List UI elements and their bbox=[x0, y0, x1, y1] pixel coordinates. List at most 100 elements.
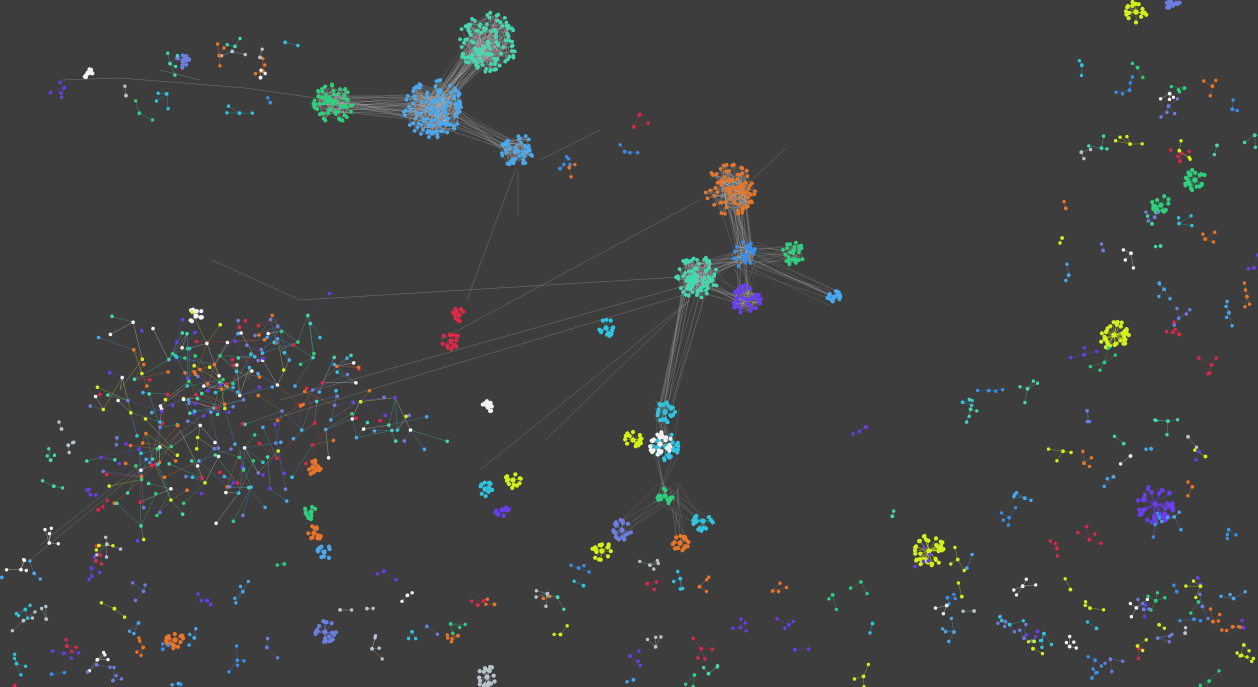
small-node[interactable] bbox=[1121, 248, 1126, 252]
small-node[interactable] bbox=[1155, 511, 1160, 516]
node-c-yellow-right[interactable] bbox=[1121, 341, 1126, 346]
tree-node[interactable] bbox=[231, 363, 236, 367]
node-c-yellow-right[interactable] bbox=[1103, 337, 1108, 342]
tree-node[interactable] bbox=[151, 326, 155, 331]
node-c-yellow-right[interactable] bbox=[1118, 338, 1123, 343]
tree-node[interactable] bbox=[275, 418, 280, 423]
node-c-lightblue-star[interactable] bbox=[830, 299, 835, 304]
tree-node[interactable] bbox=[181, 397, 186, 402]
tree-node[interactable] bbox=[313, 421, 317, 426]
small-node[interactable] bbox=[1153, 522, 1158, 527]
node-c-orange-lower[interactable] bbox=[670, 542, 675, 547]
node-c-teal-top[interactable] bbox=[506, 34, 511, 39]
hub-c-orange-lower[interactable] bbox=[677, 540, 683, 546]
small-node[interactable] bbox=[1206, 616, 1210, 621]
node-c-blue-center[interactable] bbox=[438, 78, 443, 82]
hub-c-green-lower[interactable] bbox=[662, 493, 668, 499]
node-c-green-left[interactable] bbox=[323, 84, 328, 89]
node-c-teal-mid[interactable] bbox=[705, 291, 709, 296]
node-c-green-right2[interactable] bbox=[1166, 197, 1171, 202]
small-node[interactable] bbox=[1086, 655, 1090, 659]
hub-c-lightblue-star[interactable] bbox=[831, 294, 837, 300]
node-c-blue-center[interactable] bbox=[434, 79, 439, 83]
tree-node[interactable] bbox=[124, 442, 128, 446]
node-c-teal-top[interactable] bbox=[480, 63, 485, 67]
small-node[interactable] bbox=[1094, 349, 1099, 354]
tree-node[interactable] bbox=[222, 474, 227, 479]
tree-node[interactable] bbox=[365, 420, 370, 425]
tree-node[interactable] bbox=[107, 484, 111, 488]
tree-node[interactable] bbox=[166, 370, 170, 374]
node-c-orange-bottom[interactable] bbox=[166, 636, 172, 641]
node-c-blue-center[interactable] bbox=[448, 83, 452, 88]
node-c-yellow-right[interactable] bbox=[1115, 319, 1120, 325]
node-c-yellow-bottom[interactable] bbox=[937, 548, 942, 553]
node-c-blue-small[interactable] bbox=[527, 137, 531, 142]
small-node[interactable] bbox=[1069, 355, 1073, 360]
node-c-blue-center[interactable] bbox=[425, 94, 430, 99]
tree-node[interactable] bbox=[235, 390, 240, 394]
tree-node[interactable] bbox=[236, 318, 240, 323]
tree-node[interactable] bbox=[215, 412, 220, 417]
node-c-orange[interactable] bbox=[733, 192, 738, 196]
node-c-orange[interactable] bbox=[740, 166, 745, 171]
node-c-blue-center[interactable] bbox=[429, 119, 433, 123]
tree-node[interactable] bbox=[207, 365, 212, 370]
tree-node[interactable] bbox=[408, 428, 413, 432]
small-node[interactable] bbox=[1219, 594, 1223, 598]
node-c-teal-mid[interactable] bbox=[692, 280, 697, 285]
hub-c-green-right2[interactable] bbox=[1158, 202, 1164, 208]
small-node[interactable] bbox=[1186, 434, 1190, 439]
tree-node[interactable] bbox=[194, 393, 198, 397]
node-c-teal-top[interactable] bbox=[494, 13, 499, 18]
small-node[interactable] bbox=[1243, 305, 1247, 309]
tree-node[interactable] bbox=[150, 410, 154, 415]
small-node[interactable] bbox=[1082, 352, 1086, 357]
tree-node[interactable] bbox=[104, 472, 109, 477]
tree-node[interactable] bbox=[354, 435, 359, 440]
node-c-red-left2[interactable] bbox=[457, 318, 462, 324]
node-c-teal-top[interactable] bbox=[464, 60, 468, 64]
node-c-purple-lower[interactable] bbox=[496, 512, 501, 517]
tree-node[interactable] bbox=[163, 397, 168, 402]
node-c-teal-top[interactable] bbox=[503, 16, 507, 20]
node-c-blue-center[interactable] bbox=[435, 132, 440, 137]
tree-node[interactable] bbox=[190, 310, 194, 314]
tree-node[interactable] bbox=[205, 341, 209, 346]
node-c-yellow-lower[interactable] bbox=[623, 437, 628, 442]
node-c-blue-center[interactable] bbox=[424, 116, 429, 121]
node-c-yellow-right[interactable] bbox=[1105, 341, 1110, 346]
small-node[interactable] bbox=[1158, 97, 1163, 101]
node-c-green-mid[interactable] bbox=[792, 244, 797, 249]
tree-node[interactable] bbox=[243, 318, 248, 323]
node-c-blue-center[interactable] bbox=[427, 135, 431, 139]
node-c-white-left[interactable] bbox=[194, 309, 199, 314]
node-c-blue-mid[interactable] bbox=[744, 257, 749, 262]
node-c-yellow-right[interactable] bbox=[1126, 333, 1131, 338]
small-node[interactable] bbox=[1235, 108, 1239, 113]
small-node[interactable] bbox=[1129, 615, 1134, 619]
node-c-teal-mid[interactable] bbox=[696, 261, 701, 266]
node-c-blue-center[interactable] bbox=[414, 116, 418, 120]
small-node[interactable] bbox=[1198, 619, 1203, 623]
hub-c-green-mid[interactable] bbox=[790, 250, 796, 256]
tree-node[interactable] bbox=[227, 410, 231, 415]
node-c-blue-small[interactable] bbox=[505, 161, 510, 166]
node-c-cyan-lower[interactable] bbox=[664, 418, 669, 423]
small-node[interactable] bbox=[1141, 648, 1145, 653]
small-node[interactable] bbox=[1242, 140, 1247, 145]
small-node[interactable] bbox=[1140, 142, 1144, 146]
small-node[interactable] bbox=[1146, 219, 1150, 223]
tree-node[interactable] bbox=[287, 358, 292, 362]
node-c-cyan-left[interactable] bbox=[605, 332, 610, 337]
small-node[interactable] bbox=[1145, 597, 1150, 602]
small-node[interactable] bbox=[1079, 73, 1084, 78]
node-c-green-right2[interactable] bbox=[1150, 200, 1155, 205]
node-c-green-left[interactable] bbox=[315, 107, 320, 111]
tree-node[interactable] bbox=[317, 390, 322, 394]
tree-node[interactable] bbox=[180, 512, 185, 516]
node-c-blue-center[interactable] bbox=[453, 101, 458, 106]
node-c-purple-right[interactable] bbox=[1167, 490, 1172, 495]
node-c-white-left[interactable] bbox=[199, 309, 204, 314]
small-node[interactable] bbox=[1194, 458, 1198, 462]
